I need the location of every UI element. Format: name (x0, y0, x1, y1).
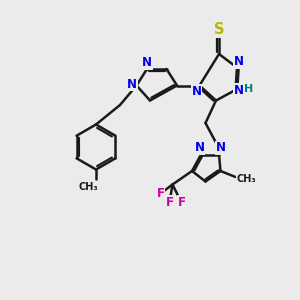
Text: N: N (233, 83, 244, 97)
Text: H: H (244, 83, 253, 94)
Text: N: N (233, 55, 244, 68)
Text: F: F (178, 196, 185, 209)
Text: S: S (214, 22, 224, 38)
Text: N: N (142, 56, 152, 70)
Text: F: F (157, 187, 164, 200)
Text: N: N (194, 141, 205, 154)
Text: CH₃: CH₃ (236, 173, 256, 184)
Text: CH₃: CH₃ (79, 182, 98, 193)
Text: N: N (191, 85, 202, 98)
Text: N: N (127, 77, 137, 91)
Text: N: N (215, 141, 226, 154)
Text: F: F (166, 196, 173, 209)
